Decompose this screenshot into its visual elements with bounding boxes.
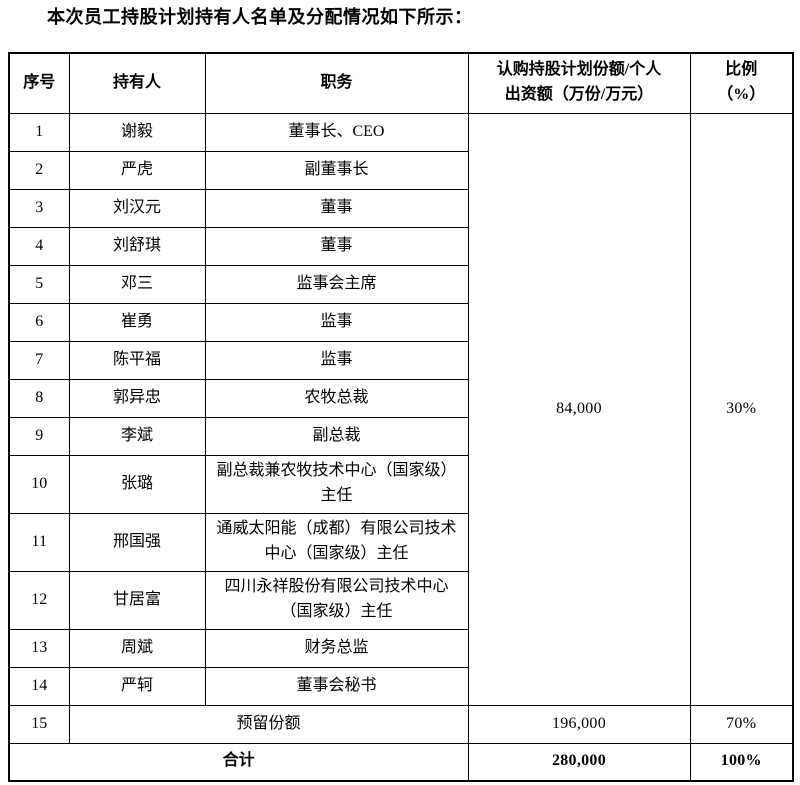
- holder-position: 副总裁: [204, 416, 469, 456]
- table-row: 11 邢国强 通威太阳能（成都）有限公司技术中心（国家级）主任: [8, 512, 793, 572]
- holder-name: 严虎: [68, 150, 206, 190]
- row-no: 2: [8, 150, 70, 190]
- header-row: 序号 持有人 职务 认购持股计划份额/个人 出资额（万份/万元） 比例 （%）: [8, 52, 794, 114]
- header-amount-line1: 认购持股计划份额/个人: [496, 61, 662, 79]
- holder-name: 邢国强: [68, 512, 206, 572]
- table-row: 8 郭异忠 农牧总裁: [8, 378, 793, 418]
- holders-table: 序号 持有人 职务 认购持股计划份额/个人 出资额（万份/万元） 比例 （%） …: [8, 52, 794, 782]
- table-row: 6 崔勇 监事: [8, 302, 793, 342]
- table-row: 1 谢毅 董事长、CEO 84,000 30%: [8, 112, 794, 706]
- total-ratio-cell: 100%: [689, 742, 794, 782]
- holder-name: 李斌: [68, 416, 206, 456]
- holder-name: 张璐: [68, 454, 206, 514]
- holder-position: 通威太阳能（成都）有限公司技术中心（国家级）主任: [204, 512, 469, 572]
- holder-position: 财务总监: [204, 628, 469, 668]
- reserved-row: 15 预留份额 196,000 70%: [8, 704, 794, 744]
- reserved-label: 预留份额: [68, 704, 469, 744]
- holder-position: 监事: [204, 340, 469, 380]
- holder-position: 副总裁兼农牧技术中心（国家级）主任: [204, 454, 469, 514]
- row-no: 15: [8, 704, 70, 744]
- header-amount: 认购持股计划份额/个人 出资额（万份/万元）: [467, 52, 691, 114]
- header-ratio-line1: 比例: [725, 61, 758, 79]
- row-no: 14: [8, 666, 70, 706]
- header-no: 序号: [8, 52, 70, 114]
- document-title: 本次员工持股计划持有人名单及分配情况如下所示：: [47, 7, 473, 27]
- header-amount-line2: 出资额（万份/万元）: [504, 86, 654, 104]
- table-row: 9 李斌 副总裁: [8, 416, 793, 456]
- holder-name: 谢毅: [68, 112, 206, 152]
- holder-position: 副董事长: [204, 150, 469, 190]
- row-no: 10: [8, 454, 70, 514]
- total-amount-cell: 280,000: [467, 742, 691, 782]
- reserved-amount-cell: 196,000: [467, 704, 691, 744]
- holder-position: 董事: [204, 226, 469, 266]
- row-no: 8: [8, 378, 70, 418]
- row-no: 7: [8, 340, 70, 380]
- holder-position: 农牧总裁: [204, 378, 469, 418]
- holder-name: 郭异忠: [68, 378, 206, 418]
- holder-position: 董事: [204, 188, 469, 228]
- holder-name: 邓三: [68, 264, 206, 304]
- holder-name: 甘居富: [68, 570, 206, 630]
- header-ratio: 比例 （%）: [689, 52, 794, 114]
- row-no: 5: [8, 264, 70, 304]
- table-row: 2 严虎 副董事长: [8, 150, 793, 190]
- row-no: 9: [8, 416, 70, 456]
- table-row: 5 邓三 监事会主席: [8, 264, 793, 304]
- holder-position: 董事会秘书: [204, 666, 469, 706]
- group-amount-cell: 84,000: [467, 112, 691, 706]
- group-ratio-cell: 30%: [689, 112, 794, 706]
- header-holder: 持有人: [68, 52, 206, 114]
- holder-name: 刘汉元: [68, 188, 206, 228]
- holder-position: 董事长、CEO: [204, 112, 469, 152]
- table-row: 14 严轲 董事会秘书: [8, 666, 793, 706]
- holder-name: 陈平福: [68, 340, 206, 380]
- holder-name: 刘舒琪: [68, 226, 206, 266]
- header-position: 职务: [204, 52, 469, 114]
- holder-position: 监事会主席: [204, 264, 469, 304]
- row-no: 11: [8, 512, 70, 572]
- row-no: 6: [8, 302, 70, 342]
- row-no: 13: [8, 628, 70, 668]
- table-row: 10 张璐 副总裁兼农牧技术中心（国家级）主任: [8, 454, 793, 514]
- row-no: 12: [8, 570, 70, 630]
- table-row: 3 刘汉元 董事: [8, 188, 793, 228]
- holder-name: 崔勇: [68, 302, 206, 342]
- row-no: 3: [8, 188, 70, 228]
- holder-position: 监事: [204, 302, 469, 342]
- table-row: 12 甘居富 四川永祥股份有限公司技术中心（国家级）主任: [8, 570, 793, 630]
- header-ratio-line2: （%）: [717, 86, 766, 104]
- holder-name: 严轲: [68, 666, 206, 706]
- holder-name: 周斌: [68, 628, 206, 668]
- holder-position: 四川永祥股份有限公司技术中心（国家级）主任: [204, 570, 469, 630]
- total-label: 合计: [8, 742, 469, 782]
- reserved-ratio-cell: 70%: [689, 704, 794, 744]
- row-no: 1: [8, 112, 70, 152]
- total-row: 合计 280,000 100%: [8, 742, 794, 782]
- row-no: 4: [8, 226, 70, 266]
